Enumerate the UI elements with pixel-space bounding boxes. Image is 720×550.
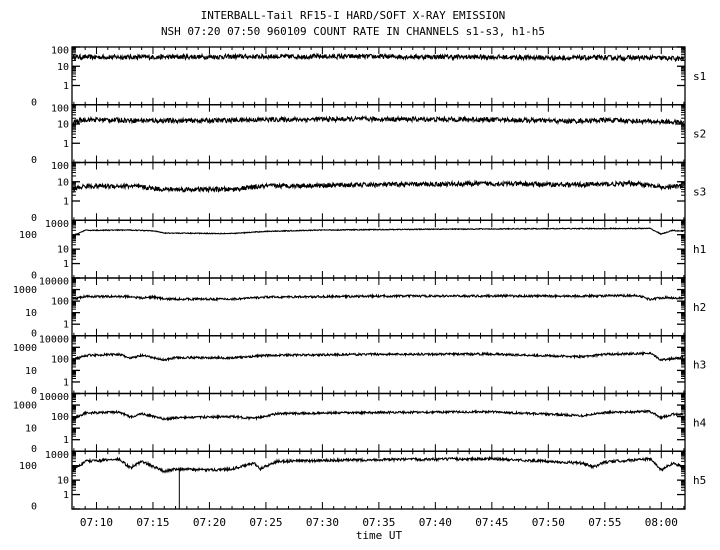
channel-label-h4: h4 — [693, 416, 707, 429]
channel-label-s1: s1 — [693, 70, 706, 83]
y-tick-label: 10000 — [39, 334, 69, 345]
y-tick-label: 10000 — [39, 277, 69, 288]
panel-h5: 0 1 10 100 1000 h5 — [19, 450, 706, 513]
panel-frame — [71, 392, 686, 452]
y-tick-label: 0 — [31, 502, 37, 513]
channel-label-h2: h2 — [693, 301, 706, 314]
y-tick-label: 1 — [63, 259, 69, 270]
y-tick-label: 1 — [63, 197, 69, 208]
y-tick-label: 10 — [25, 424, 37, 435]
y-tick-label: 1 — [63, 490, 69, 501]
x-axis-label: time UT — [356, 529, 403, 542]
y-tick-label: 0 — [31, 97, 37, 108]
y-tick-label: 1 — [63, 320, 69, 331]
y-tick-label: 0 — [31, 328, 37, 339]
channel-label-s3: s3 — [693, 185, 706, 198]
chart-subtitle: NSH 07:20 07:50 960109 COUNT RATE IN CHA… — [161, 25, 545, 38]
channel-label-h1: h1 — [693, 243, 706, 256]
y-tick-label: 0 — [31, 155, 37, 166]
y-tick-label: 10 — [57, 245, 69, 256]
x-tick-label: 07:20 — [193, 516, 226, 529]
panel-s2: 0 1 10 100 s2 — [31, 103, 706, 166]
channel-label-h5: h5 — [693, 474, 706, 487]
panels: 0110100s10110100s20110100s301101001000h1… — [13, 46, 707, 513]
panel-h1: 0 1 10 100 1000 h1 — [19, 219, 706, 282]
y-tick-label: 100 — [51, 412, 69, 423]
series-line-h1 — [72, 227, 684, 237]
x-tick-label: 08:00 — [645, 516, 678, 529]
x-tick-label: 07:25 — [249, 516, 282, 529]
panel-frame — [71, 104, 686, 164]
y-tick-label: 1000 — [13, 401, 37, 412]
chart-title: INTERBALL-Tail RF15-I HARD/SOFT X-RAY EM… — [201, 9, 506, 22]
y-tick-label: 1 — [63, 435, 69, 446]
y-tick-label: 100 — [51, 46, 69, 57]
x-tick-label: 07:40 — [419, 516, 452, 529]
channel-label-h3: h3 — [693, 359, 706, 372]
y-tick-label: 10 — [25, 366, 37, 377]
series-line-h4 — [72, 408, 684, 422]
x-tick-label: 07:45 — [475, 516, 508, 529]
y-tick-label: 1000 — [13, 343, 37, 354]
y-tick-label: 10 — [57, 177, 69, 188]
y-tick-label: 100 — [51, 103, 69, 114]
series-line-h3 — [72, 350, 684, 362]
y-tick-label: 100 — [51, 354, 69, 365]
panel-frame — [71, 277, 686, 337]
y-tick-label: 1 — [63, 139, 69, 150]
y-tick-label: 0 — [31, 386, 37, 397]
y-tick-label: 0 — [31, 213, 37, 224]
x-tick-label: 07:55 — [588, 516, 621, 529]
x-axis: 07:10 07:15 07:20 07:25 07:30 07:35 07:40 07:45… — [80, 516, 678, 529]
y-tick-label: 10 — [57, 62, 69, 73]
y-tick-label: 10000 — [39, 392, 69, 403]
y-tick-label: 100 — [19, 461, 37, 472]
x-tick-label: 07:35 — [362, 516, 395, 529]
y-tick-label: 100 — [19, 230, 37, 241]
series-line-h5 — [72, 455, 684, 474]
y-tick-label: 0 — [31, 444, 37, 455]
y-tick-label: 100 — [51, 297, 69, 308]
y-tick-label: 10 — [25, 308, 37, 319]
channel-label-s2: s2 — [693, 128, 706, 141]
series-line-h2 — [72, 293, 684, 302]
y-tick-label: 1 — [63, 377, 69, 388]
x-tick-label: 07:10 — [80, 516, 113, 529]
panel-s1: 0 1 10 100 s1 — [31, 46, 706, 109]
x-tick-label: 07:50 — [532, 516, 565, 529]
panel-frame — [71, 161, 686, 221]
y-tick-label: 1000 — [45, 450, 69, 461]
y-tick-label: 10 — [57, 476, 69, 487]
y-tick-label: 10 — [57, 120, 69, 131]
x-tick-label: 07:15 — [136, 516, 169, 529]
panel-s3: 0 1 10 100 s3 — [31, 161, 706, 224]
x-tick-label: 07:30 — [306, 516, 339, 529]
y-tick-label: 0 — [31, 271, 37, 282]
series-line-s3 — [72, 179, 684, 194]
y-tick-label: 1 — [63, 81, 69, 92]
panel-frame — [71, 335, 686, 395]
y-tick-label: 100 — [51, 161, 69, 172]
y-tick-label: 1000 — [45, 219, 69, 230]
series-line-s2 — [72, 114, 685, 126]
series-line-s1 — [72, 52, 685, 63]
y-tick-label: 1000 — [13, 285, 37, 296]
